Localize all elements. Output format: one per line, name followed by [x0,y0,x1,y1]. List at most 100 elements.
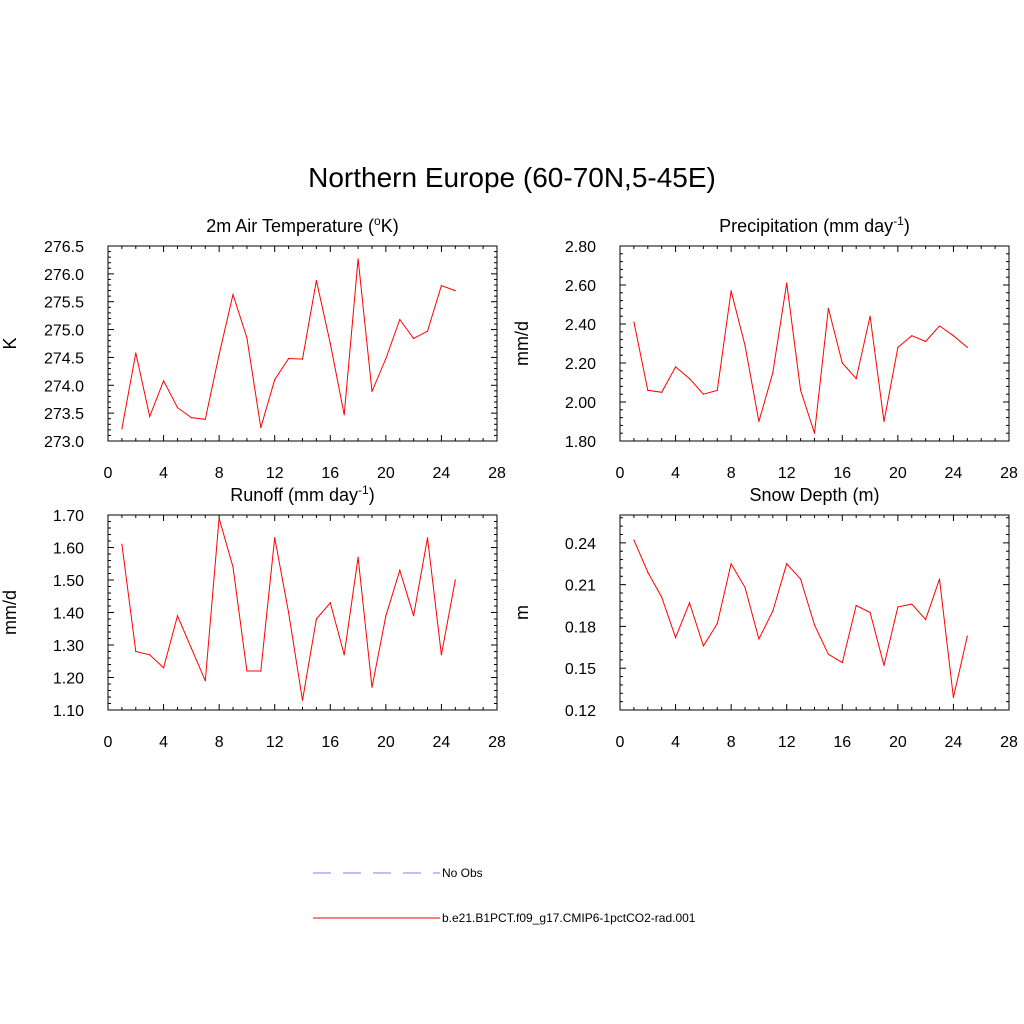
data-point [357,556,359,558]
data-point [413,615,415,617]
data-point [800,389,802,391]
data-point [315,279,317,282]
data-point [218,354,220,356]
data-point [633,539,635,541]
data-point [786,282,788,284]
x-tick-label: 8 [727,734,736,751]
panel-title-text: Snow Depth (m) [749,485,879,505]
x-tick-label: 8 [215,734,224,751]
data-point [716,389,718,391]
y-tick-label: 273.0 [44,434,84,451]
data-point [966,635,968,637]
x-tick-label: 8 [727,465,736,482]
x-tick-label: 4 [671,734,680,751]
x-tick-label: 28 [1000,734,1018,751]
y-tick-label: 1.60 [53,541,84,558]
data-point [730,290,732,292]
data-point [162,380,165,382]
data-point [827,653,829,655]
data-point [674,636,677,639]
data-point [315,618,317,620]
y-tick-label: 2.60 [565,278,596,295]
data-point [135,352,137,354]
panel-title-tail: K) [381,216,399,236]
x-tick-label: 16 [321,465,339,482]
data-point [149,654,151,656]
series-line [121,258,456,429]
panel-1: 0 4 8 12 16 20 24 28 273.0 273.5 274.0 274.5 275.0 27… [0,214,506,482]
data-point [744,586,746,589]
data-point [661,391,663,393]
data-point [399,318,401,321]
data-point [288,357,290,360]
data-point [855,604,857,607]
panel-title-text: 2m Air Temperature ( [206,216,374,236]
data-point [661,596,663,598]
data-point [786,563,788,565]
plot-frame [107,245,498,442]
x-tick-label: 0 [616,734,625,751]
data-point [869,315,871,317]
y-axis-label: mm/d [512,321,532,366]
data-point [232,566,234,568]
panel-title: Snow Depth (m) [749,485,879,505]
data-point [357,258,359,260]
panel-2: 0 4 8 12 16 20 24 28 1.80 2.00 2.20 2.40 2.60 2.80 mm/… [512,214,1018,482]
panel-title-tail: ) [904,216,910,236]
x-tick-label: 12 [266,465,284,482]
data-point [371,686,373,688]
data-point [938,325,941,327]
data-point [911,335,913,337]
x-tick-label: 0 [104,465,113,482]
panel-title-text: Runoff (mm day [230,485,358,505]
data-point [454,579,456,581]
data-point [329,602,331,604]
data-point [855,378,857,380]
y-tick-label: 274.5 [44,350,84,367]
series-line [121,518,456,701]
x-tick-label: 28 [488,734,506,751]
panel-4: 0 4 8 12 16 20 24 28 0.12 0.15 0.18 0.21 0.24 m Snow D… [512,485,1018,751]
data-point [385,615,387,617]
data-point [911,603,913,605]
y-tick-label: 1.50 [53,573,84,590]
panel-title-superscript: o [374,214,381,228]
data-point [883,664,885,667]
data-point [343,654,345,656]
plot-frame [619,245,1010,442]
data-point [288,611,290,614]
data-point [232,293,234,296]
y-tick-label: 276.5 [44,239,84,256]
x-tick-label: 4 [671,465,680,482]
series-line [633,282,968,434]
data-point [897,346,899,348]
data-point [121,428,123,430]
data-point [688,378,691,380]
x-tick-label: 0 [104,734,113,751]
data-point [758,420,760,423]
y-tick-label: 275.0 [44,323,84,340]
data-point [952,335,955,337]
y-tick-label: 1.40 [53,606,84,623]
y-tick-label: 0.24 [565,536,596,553]
panel-title: 2m Air Temperature (oK) [206,214,398,236]
x-tick-label: 24 [945,465,963,482]
y-tick-label: 1.80 [565,434,596,451]
x-tick-label: 24 [433,734,451,751]
x-tick-label: 20 [377,465,395,482]
data-point [329,342,331,345]
y-tick-label: 0.21 [565,578,596,595]
x-tick-label: 20 [377,734,395,751]
x-tick-label: 4 [159,465,168,482]
data-point [813,432,816,434]
data-point [716,623,718,625]
data-point [426,330,429,332]
data-point [204,680,206,682]
y-tick-label: 1.30 [53,638,84,655]
data-point [426,537,429,539]
data-point [176,615,179,617]
data-point [772,610,774,612]
data-point [883,420,885,423]
y-axis-label: mm/d [0,590,20,635]
